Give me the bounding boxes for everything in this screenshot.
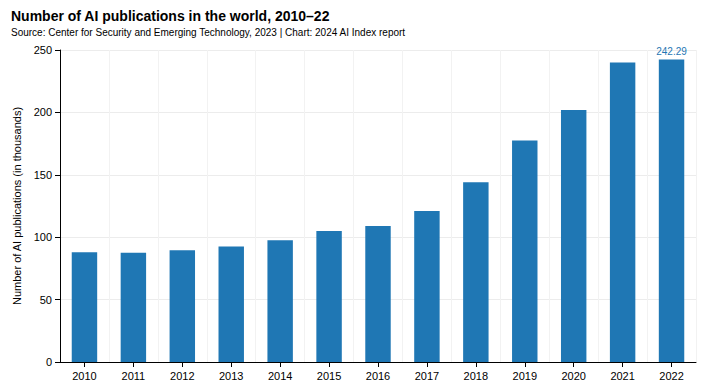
svg-text:150: 150 — [34, 169, 52, 181]
svg-text:2017: 2017 — [415, 370, 439, 382]
svg-text:2015: 2015 — [317, 370, 341, 382]
svg-text:2022: 2022 — [659, 370, 683, 382]
svg-text:2016: 2016 — [366, 370, 390, 382]
svg-text:50: 50 — [40, 294, 52, 306]
svg-text:242.29: 242.29 — [656, 46, 687, 57]
svg-text:2018: 2018 — [464, 370, 488, 382]
svg-text:2010: 2010 — [72, 370, 96, 382]
svg-text:2013: 2013 — [219, 370, 243, 382]
svg-text:2012: 2012 — [170, 370, 194, 382]
svg-text:100: 100 — [34, 231, 52, 243]
svg-text:2014: 2014 — [268, 370, 292, 382]
svg-text:2020: 2020 — [561, 370, 585, 382]
svg-text:2021: 2021 — [610, 370, 634, 382]
svg-text:200: 200 — [34, 106, 52, 118]
svg-text:2011: 2011 — [122, 370, 146, 382]
svg-text:0: 0 — [46, 356, 52, 368]
svg-text:250: 250 — [34, 44, 52, 56]
svg-text:2019: 2019 — [513, 370, 537, 382]
svg-text:Source: Center for Security an: Source: Center for Security and Emerging… — [11, 27, 405, 38]
svg-text:Number of AI publications in t: Number of AI publications in the world, … — [11, 8, 330, 24]
svg-text:Number of AI publications (in: Number of AI publications (in thousands) — [11, 107, 23, 305]
